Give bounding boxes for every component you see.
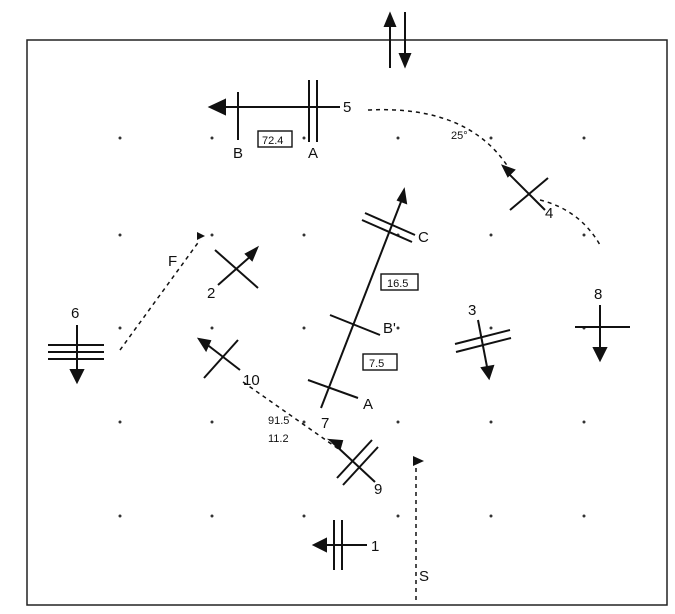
grid-dot [489, 233, 493, 237]
grid-dot [302, 420, 306, 424]
boxed-value-upper-frame [380, 273, 419, 291]
label-b-mid: B' [383, 320, 396, 337]
symbol-2 [214, 245, 260, 289]
symbol-8 [575, 305, 630, 363]
label-f: F [168, 253, 177, 270]
boxed-value-lower: 7.5 [369, 358, 384, 370]
symbol-10 [196, 337, 241, 379]
grid-dot [210, 420, 214, 424]
grid-dot [489, 136, 493, 140]
grid-dot [302, 233, 306, 237]
grid-dot [396, 420, 400, 424]
grid-dot [489, 514, 493, 518]
grid-dot [118, 326, 122, 330]
label-1: 1 [371, 538, 379, 555]
boxed-value-top-frame [257, 130, 293, 148]
label-a-top: A [308, 145, 318, 162]
symbol-9 [326, 438, 379, 486]
dashed-trace-6-to-f [119, 239, 201, 351]
grid-dot [302, 514, 306, 518]
label-b-top: B [233, 145, 243, 162]
symbol-4 [500, 164, 549, 211]
label-6: 6 [71, 305, 79, 322]
grid-dot [118, 233, 122, 237]
dashed-trace-5-to-8 [367, 108, 601, 246]
label-7: 7 [321, 415, 329, 432]
grid-dot [118, 420, 122, 424]
grid-dot [210, 326, 214, 330]
label-8: 8 [594, 286, 602, 303]
grid-dot [489, 326, 493, 330]
grid-dot [582, 514, 586, 518]
boxed-value-top: 72.4 [262, 135, 283, 147]
grid-dot [210, 514, 214, 518]
measure-1: 91.5 [268, 415, 289, 427]
grid-dot [210, 136, 214, 140]
angle-annotation: 25° [451, 130, 468, 142]
grid-dot [118, 514, 122, 518]
symbol-3 [454, 319, 512, 381]
flag-f [197, 232, 205, 240]
label-9: 9 [374, 481, 382, 498]
flag-s [413, 456, 424, 466]
grid-dot [582, 420, 586, 424]
grid-dot [396, 136, 400, 140]
dashed-trace-10-to-9 [242, 381, 341, 451]
boxed-value-lower-frame [362, 353, 398, 371]
label-a-mid: A [363, 396, 373, 413]
label-2: 2 [207, 285, 215, 302]
map-frame [26, 39, 668, 606]
boxed-value-upper: 16.5 [387, 278, 408, 290]
symbol-6 [48, 325, 104, 385]
grid-dot [396, 514, 400, 518]
grid-dot [582, 233, 586, 237]
label-5: 5 [343, 99, 351, 116]
label-10: 10 [243, 372, 260, 389]
grid-dot [210, 233, 214, 237]
grid-dot [396, 326, 400, 330]
symbol-5 [207, 80, 340, 142]
grid-dot [582, 136, 586, 140]
measure-2: 11.2 [268, 433, 289, 445]
symbol-1 [311, 520, 367, 570]
label-s: S [419, 568, 429, 585]
grid-dot [489, 420, 493, 424]
grid-dot [302, 326, 306, 330]
symbol-7-line [307, 187, 416, 409]
grid-dot [118, 136, 122, 140]
north-south-arrows [383, 11, 412, 69]
grid-dot [302, 136, 306, 140]
label-3: 3 [468, 302, 476, 319]
label-c: C [418, 229, 429, 246]
label-4: 4 [545, 205, 553, 222]
